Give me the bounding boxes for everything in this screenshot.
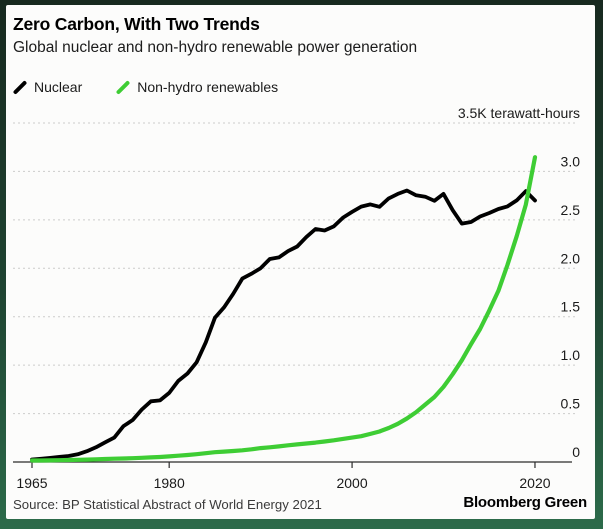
chart-title: Zero Carbon, With Two Trends [13, 14, 260, 34]
chart-card: Zero Carbon, With Two Trends Global nucl… [6, 5, 595, 519]
legend-label-nuclear: Nuclear [34, 79, 83, 95]
nuclear-swatch-icon [13, 80, 27, 94]
y-tick-label: 0.5 [561, 396, 581, 412]
y-tick-label: 1.5 [561, 299, 581, 315]
y-tick-label: 0 [572, 444, 580, 460]
source-note: Source: BP Statistical Abstract of World… [13, 497, 322, 512]
y-tick-label: 3.0 [561, 153, 581, 169]
chart-subtitle: Global nuclear and non-hydro renewable p… [13, 39, 418, 56]
legend-label-renewables: Non-hydro renewables [137, 79, 279, 95]
renewables-swatch-icon [116, 80, 130, 94]
renewables-line [29, 155, 538, 463]
bloomberg-green-logo: Bloomberg Green [463, 494, 587, 511]
y-tick-label: 2.0 [561, 250, 581, 266]
legend: Nuclear Non-hydro renewables [13, 79, 278, 95]
y-axis-unit-label: 3.5K terawatt-hours [458, 105, 580, 121]
x-tick-label: 2020 [519, 475, 550, 491]
x-tick-label: 2000 [336, 475, 367, 491]
legend-item-nuclear: Nuclear [13, 79, 82, 95]
y-tick-label: 2.5 [561, 202, 581, 218]
x-tick-label: 1965 [16, 475, 47, 491]
line-chart-plot: 0 0.5 1.0 1.5 2.0 2.5 3.0 3.5K terawatt-hours 19… [13, 105, 581, 491]
x-tick-label: 1980 [154, 475, 185, 491]
nuclear-line [30, 188, 537, 462]
y-tick-label: 1.0 [561, 347, 581, 363]
legend-item-renewables: Non-hydro renewables [116, 79, 278, 95]
